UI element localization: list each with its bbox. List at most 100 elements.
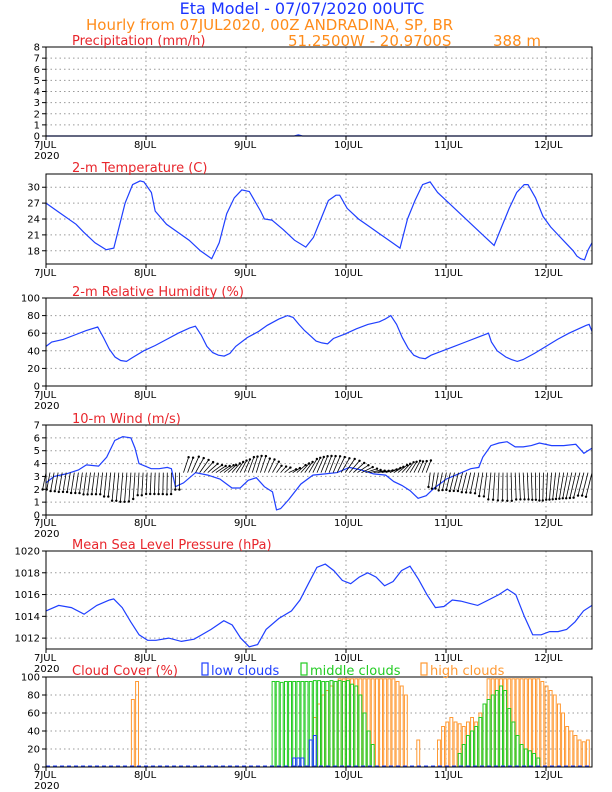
wind-barb — [141, 472, 144, 496]
wind-barb-head — [421, 460, 425, 463]
wind-barb-head — [311, 460, 314, 464]
wind-barb — [573, 472, 581, 498]
middle-cloud-bar — [279, 681, 284, 768]
high-cloud-bar — [375, 678, 379, 768]
wind-barb-head — [289, 466, 292, 469]
wind-barb — [445, 472, 451, 490]
wind-barb — [405, 462, 414, 473]
wind-barb-head — [425, 459, 428, 463]
wind-barb — [296, 464, 306, 473]
wind-barb — [149, 472, 152, 495]
middle-cloud-bar — [341, 681, 346, 768]
wind-barb — [195, 457, 205, 473]
wind-barb — [417, 461, 424, 473]
x-tick-label: 9JUL — [234, 518, 257, 529]
wind-barb — [46, 472, 51, 490]
wind-barb-head — [260, 454, 263, 458]
wind-barb-head — [363, 461, 366, 465]
wind-barb — [425, 460, 432, 473]
wind-barb — [247, 456, 255, 473]
wind-barb — [115, 472, 120, 501]
wind-line — [45, 435, 593, 511]
x-tick-label: 9JUL — [234, 653, 257, 664]
plot-frame — [45, 424, 593, 516]
wind-barb-head — [343, 455, 346, 459]
high-cloud-bar — [581, 741, 586, 768]
wind-barb-head — [584, 495, 588, 498]
wind-barb-head — [460, 491, 463, 494]
wind-barb — [292, 467, 301, 473]
y-tick-label: 3 — [34, 472, 40, 483]
wind-barb-head — [268, 457, 271, 460]
wind-barb-head — [409, 462, 412, 465]
x-tick-label: 11JUL — [434, 140, 463, 151]
wind-barb-head — [277, 460, 280, 463]
location-subtitle: Hourly from 07JUL2020, 00Z ANDRADINA, SP… — [86, 16, 453, 34]
x-tick-label: 7JUL — [34, 140, 57, 151]
wind-barb — [438, 472, 443, 491]
high-cloud-bar — [540, 681, 545, 768]
y-tick-label: 21 — [27, 230, 40, 241]
wind-barb-head — [482, 495, 486, 498]
wind-barb — [260, 455, 267, 473]
wind-barb-head — [202, 456, 205, 460]
wind-barb — [530, 472, 533, 500]
x-tick-label: 11JUL — [434, 268, 463, 279]
humidity-line — [45, 314, 593, 363]
panel-cloud_cover: 0 20 40 60 80 100 7JUL 8JUL 9JUL 10JUL 11JUL 12JUL 2… — [21, 662, 593, 792]
wind-barb — [103, 472, 108, 497]
wind-barb-head — [315, 457, 319, 461]
wind-barb-head — [102, 495, 106, 498]
x-tick-label: 8JUL — [134, 770, 157, 781]
middle-cloud-bar — [478, 717, 483, 768]
wind-barb-head — [136, 494, 139, 497]
y-tick-label: 4 — [34, 87, 40, 98]
y-tick-label: 0 — [34, 511, 40, 522]
y-tick-label: 80 — [27, 691, 40, 702]
wind-barb-head — [61, 490, 65, 494]
y-tick-label: 30 — [27, 183, 40, 194]
middle-cloud-bar — [284, 681, 288, 768]
wind-barb — [284, 467, 291, 473]
wind-barb — [87, 472, 91, 495]
wind-barb-head — [548, 498, 551, 501]
wind-barb-head — [140, 494, 143, 497]
wind-barb — [62, 472, 67, 492]
wind-barb-head — [169, 492, 173, 496]
panel-wind: 0 1 2 3 4 5 67 7JUL 8JUL 9JUL 10JUL 11JUL 12JUL 2020 1… — [34, 412, 593, 540]
wind-barb-head — [235, 463, 238, 467]
wind-barb-head — [107, 495, 110, 498]
wind-barb-head — [149, 492, 152, 496]
wind-barb-head — [527, 498, 530, 501]
y-tick-label: 5 — [34, 446, 40, 457]
middle-cloud-bar — [470, 730, 475, 768]
elevation: 388 m — [493, 32, 541, 50]
x-tick-label: 9JUL — [234, 390, 257, 401]
high-cloud-bar — [130, 699, 135, 768]
wind-barb-head — [110, 499, 114, 502]
wind-barb-head — [437, 489, 440, 492]
y-tick-label: 7 — [34, 54, 40, 65]
wind-barb — [251, 456, 258, 473]
middle-cloud-bar — [346, 680, 350, 768]
middle-cloud-bar — [466, 735, 470, 768]
high-cloud-bar — [416, 739, 421, 768]
wind-barb-head — [510, 499, 513, 502]
high-cloud-bar — [445, 721, 450, 768]
wind-barb — [348, 460, 360, 473]
high-cloud-bar — [544, 685, 549, 768]
humidity-title: 2-m Relative Humidity (%) — [72, 285, 244, 300]
wind-barb — [158, 472, 160, 495]
wind-barb-head — [367, 464, 370, 467]
wind-barb-head — [429, 459, 433, 462]
wind-barb — [365, 468, 378, 473]
low-cloud-bar — [312, 735, 317, 768]
y-tick-label: 1 — [34, 498, 40, 509]
wind-barb — [577, 472, 585, 496]
wind-barb — [361, 466, 373, 473]
wind-barb — [54, 472, 59, 492]
wind-barb — [562, 472, 569, 499]
high-cloud-bar — [395, 681, 400, 768]
wind-barb — [128, 472, 132, 502]
